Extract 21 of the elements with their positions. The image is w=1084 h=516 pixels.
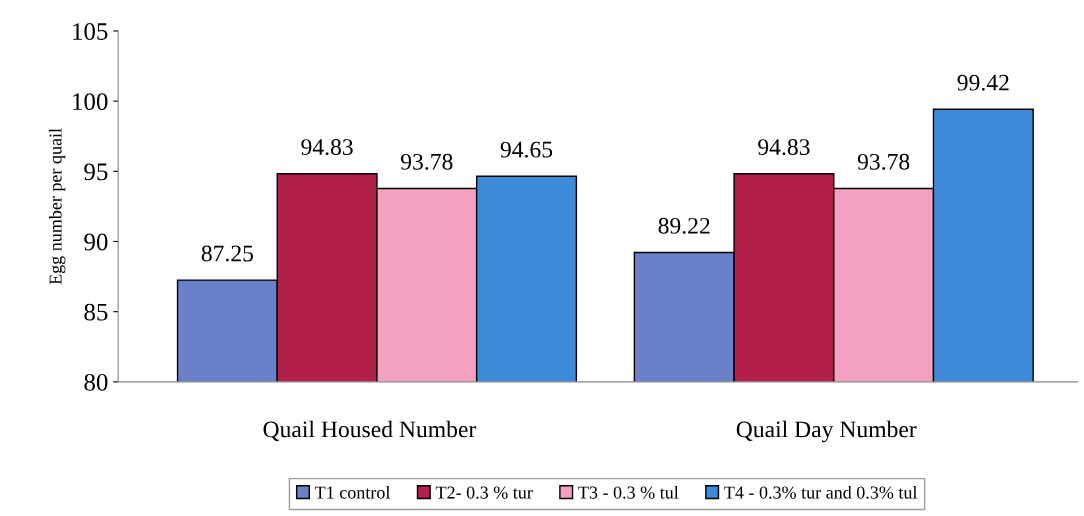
legend-label: T3 - 0.3 % tul — [578, 485, 679, 499]
y-tick-label: 80 — [84, 373, 108, 391]
y-tick-label: 95 — [84, 163, 108, 181]
y-tick-label: 105 — [73, 23, 108, 40]
data-label: 93.78 — [857, 153, 910, 170]
legend-label: T2- 0.3 % tur — [435, 486, 533, 499]
y-tick-label: 100 — [73, 93, 108, 111]
y-axis-title: Egg number per quail — [48, 128, 66, 285]
x-tick-label: Quail Day Number — [736, 420, 917, 443]
data-label: 99.42 — [957, 74, 1009, 91]
data-label: 94.65 — [500, 141, 553, 158]
y-tick-label: 90 — [84, 233, 108, 251]
data-label: 93.78 — [401, 153, 453, 170]
data-label: 87.25 — [201, 245, 254, 262]
x-tick-label: Quail Housed Number — [263, 420, 477, 441]
legend-label: T1 control — [315, 485, 391, 499]
data-label: 89.22 — [658, 217, 710, 234]
data-label: 94.83 — [301, 139, 353, 156]
y-tick-label: 85 — [84, 303, 108, 321]
data-label: 94.83 — [758, 139, 810, 156]
legend-label: T4 - 0.3% tur and 0.3% tul — [724, 485, 918, 499]
